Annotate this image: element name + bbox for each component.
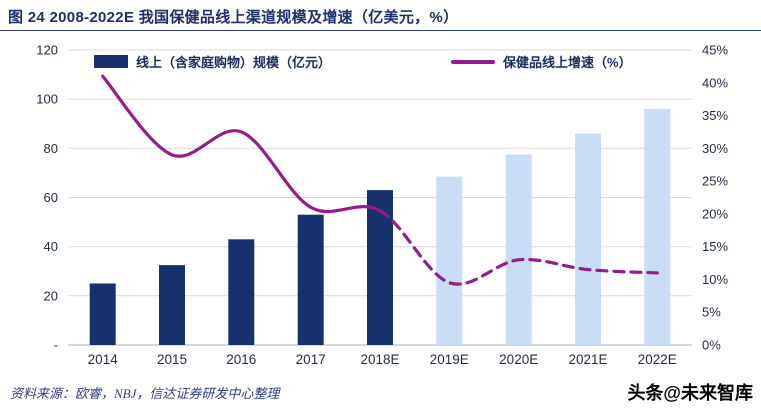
bar-2019E <box>436 176 463 345</box>
right-axis-tick-label: 0% <box>702 338 721 353</box>
x-axis-label-2015: 2015 <box>157 352 187 367</box>
legend-label-line-series: 保健品线上增速（%） <box>503 55 632 70</box>
bar-2020E <box>505 154 532 345</box>
bar-2014 <box>89 283 116 345</box>
x-axis-label-2016: 2016 <box>226 352 256 367</box>
title-divider <box>0 30 761 31</box>
x-axis-label-2017: 2017 <box>296 352 326 367</box>
bar-2022E <box>644 109 671 345</box>
left-axis-tick-label: 100 <box>36 92 58 107</box>
right-axis-tick-label: 5% <box>702 305 721 320</box>
left-axis-tick-label: 120 <box>36 43 58 58</box>
x-axis-label-2018E: 2018E <box>360 352 399 367</box>
right-axis-tick-label: 45% <box>702 43 728 58</box>
watermark: 头条@未来智库 <box>627 383 753 403</box>
x-axis-label-2019E: 2019E <box>430 352 469 367</box>
legend-item-line-series: 保健品线上增速（%） <box>451 52 632 71</box>
bar-2016 <box>228 239 255 345</box>
right-axis-tick-label: 15% <box>702 239 728 254</box>
right-axis-tick-label: 20% <box>702 206 728 221</box>
chart-legend: 线上（含家庭购物）规模（亿元） 保健品线上增速（%） <box>68 52 708 71</box>
growth-line-actual <box>101 74 382 214</box>
left-axis-tick-label: 80 <box>44 141 58 156</box>
figure-title: 图 24 2008-2022E 我国保健品线上渠道规模及增速（亿美元，%） <box>8 9 459 26</box>
right-axis-tick-label: 40% <box>702 75 728 90</box>
legend-item-bar-series: 线上（含家庭购物）规模（亿元） <box>94 52 331 71</box>
left-axis-tick-label: 40 <box>44 239 58 254</box>
left-axis-tick-label: 20 <box>44 288 58 303</box>
right-axis-tick-label: 10% <box>702 272 728 287</box>
bar-2015 <box>159 265 185 345</box>
right-axis-tick-label: 30% <box>702 141 728 156</box>
bar-series-swatch <box>94 55 128 68</box>
right-axis-tick-label: 25% <box>702 174 728 189</box>
right-axis-tick-label: 35% <box>702 108 728 123</box>
x-axis-label-2021E: 2021E <box>568 352 607 367</box>
bar-2021E <box>575 133 601 345</box>
bar-2018E <box>367 190 393 345</box>
source-note: 资料来源：欧睿，NBJ，信达证券研发中心整理 <box>10 386 280 401</box>
x-axis-label-2014: 2014 <box>88 352 119 367</box>
line-series-swatch <box>451 59 496 64</box>
left-axis-tick-label: 60 <box>44 190 58 205</box>
growth-line-forecast <box>378 209 659 286</box>
legend-label-bar-series: 线上（含家庭购物）规模（亿元） <box>136 55 332 70</box>
bar-2017 <box>297 214 324 345</box>
x-axis-label-2020E: 2020E <box>499 352 538 367</box>
left-axis-tick-label: - <box>54 338 58 353</box>
x-axis-label-2022E: 2022E <box>638 352 677 367</box>
